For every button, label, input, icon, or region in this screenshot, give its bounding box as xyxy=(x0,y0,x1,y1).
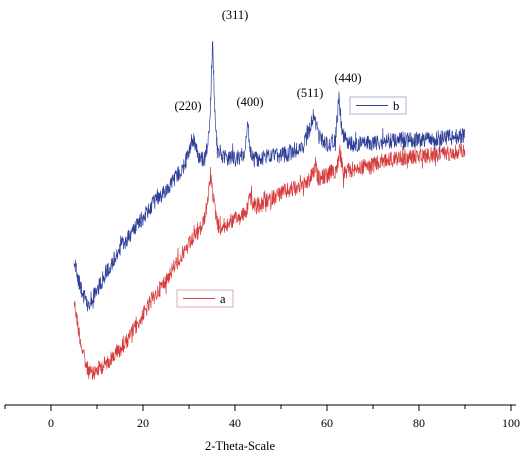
series-line-b xyxy=(73,40,466,312)
legend-a: a xyxy=(176,289,234,308)
series-line-a xyxy=(73,143,466,380)
x-tick-label-100: 100 xyxy=(502,416,520,430)
x-tick-label-60: 60 xyxy=(321,416,333,430)
legend-a-label: a xyxy=(220,292,226,306)
x-tick-label-20: 20 xyxy=(137,416,149,430)
series-layer xyxy=(73,40,466,380)
peak-label-511: (511) xyxy=(297,86,324,100)
x-tick-label-80: 80 xyxy=(413,416,425,430)
x-tick-label-40: 40 xyxy=(229,416,241,430)
x-tick-label-0: 0 xyxy=(48,416,54,430)
peak-label-220: (220) xyxy=(174,99,201,113)
legend-b: b xyxy=(349,96,407,115)
peak-label-440: (440) xyxy=(334,71,361,85)
legend-b-label: b xyxy=(393,99,399,113)
x-axis-ticks: 0 20 40 60 80 100 xyxy=(4,405,520,430)
x-axis-title: 2-Theta-Scale xyxy=(205,439,276,453)
peak-label-400: (400) xyxy=(236,95,263,109)
peak-label-311: (311) xyxy=(222,8,249,22)
